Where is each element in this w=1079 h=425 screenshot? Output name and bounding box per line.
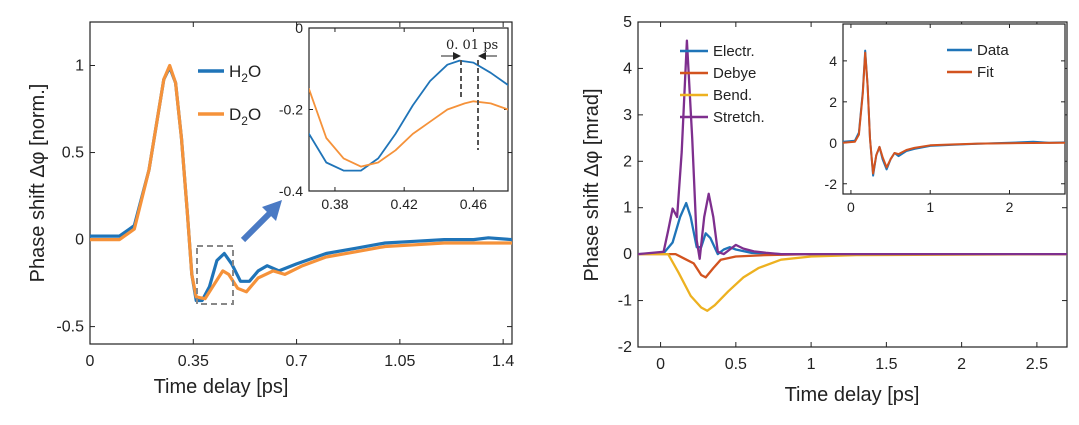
left-inset-ytick-label: 0 <box>295 20 303 36</box>
left-lines <box>90 63 512 303</box>
right-ytick-label: 3 <box>623 107 632 124</box>
zoom-arrow <box>240 210 273 243</box>
right-xtick-label: 2.5 <box>1026 356 1048 373</box>
right-inset-ticks: 0 1 2 -2 0 2 4 <box>825 24 1065 215</box>
left-legend: H2O D2O <box>198 62 261 128</box>
inset-legend: Data Fit <box>947 42 1009 81</box>
legend-label-fit: Fit <box>977 64 994 81</box>
right-series-stretch <box>638 39 1067 260</box>
left-xtick-label: 0 <box>86 353 95 370</box>
right-inset-frame <box>842 23 1066 195</box>
right-inset-series-fit <box>843 51 1065 175</box>
right-inset-ytick-label: -2 <box>825 176 838 192</box>
delay-annotation: 0. 01 ps <box>446 38 498 53</box>
legend-label-h2o: H2O <box>229 62 261 85</box>
left-inset-ticks: 0.38 0.42 0.46 -0.4 -0.2 0 <box>279 20 508 212</box>
legend-label-electr: Electr. <box>713 43 755 60</box>
right-xtick-label: 0 <box>656 356 665 373</box>
zoom-arrow-head <box>262 200 282 221</box>
legend-label-d2o: D2O <box>229 105 261 128</box>
right-y-axis-label: Phase shift Δφ [mrad] <box>581 88 603 281</box>
right-inset-xtick-label: 0 <box>847 199 855 215</box>
right-inset-ytick-label: 2 <box>829 94 837 110</box>
right-ytick-label: 5 <box>623 14 632 31</box>
right-legend: Electr. Debye Bend. Stretch. <box>680 43 765 126</box>
left-xtick-label: 0.35 <box>178 353 209 370</box>
left-x-axis-label: Time delay [ps] <box>154 376 289 398</box>
right-plot-frame <box>637 21 1068 348</box>
right-inset-lines <box>843 49 1065 177</box>
annotation-arrowhead-left <box>453 52 461 60</box>
right-ytick-label: 2 <box>623 153 632 170</box>
zoom-selection-box <box>196 245 234 305</box>
right-inset-xtick-label: 2 <box>1006 199 1014 215</box>
left-ytick-label: 0.5 <box>62 145 84 162</box>
right-x-axis-label: Time delay [ps] <box>785 384 920 406</box>
right-ticks: 0 0.5 1 1.5 2 2.5 -2 -1 0 1 2 3 4 5 <box>618 14 1067 373</box>
right-xtick-label: 0.5 <box>725 356 747 373</box>
right-inset-ytick-label: 4 <box>829 53 837 69</box>
left-series-d2o <box>90 63 512 301</box>
left-inset-ytick-label: -0.4 <box>279 183 303 199</box>
right-series-bend <box>638 252 1067 312</box>
left-ytick-label: -0.5 <box>56 319 84 336</box>
left-inset-series-d2o <box>309 88 508 168</box>
legend-label-data: Data <box>977 42 1009 59</box>
legend-label-debye: Debye <box>713 65 756 82</box>
right-chart: 0 0.5 1 1.5 2 2.5 -2 -1 0 1 2 3 4 5 Electr. Debye Ben… <box>581 14 1068 406</box>
inset-annotation: 0. 01 ps <box>441 38 498 150</box>
left-inset-ytick-label: -0.2 <box>279 102 303 118</box>
left-chart: 0 0.35 0.7 1.05 1.4-0.500.51 H2O D2O 0.38 0.4… <box>27 20 514 398</box>
left-ytick-label: 0 <box>75 232 84 249</box>
left-inset-xtick-label: 0.42 <box>391 196 418 212</box>
right-inset-xtick-label: 1 <box>926 199 934 215</box>
left-y-axis-label: Phase shift Δφ [norm.] <box>27 84 49 283</box>
left-inset-series-h2o <box>309 59 508 172</box>
right-ytick-label: 4 <box>623 60 632 77</box>
left-xtick-label: 1.05 <box>384 353 415 370</box>
right-xtick-label: 2 <box>957 356 966 373</box>
annotation-arrowhead-right <box>478 52 486 60</box>
right-inset-ytick-label: 0 <box>829 135 837 151</box>
left-plot-frame <box>89 21 513 345</box>
legend-label-bend: Bend. <box>713 87 752 104</box>
legend-label-stretch: Stretch. <box>713 109 765 126</box>
right-ytick-label: -1 <box>618 293 632 310</box>
left-inset-xtick-label: 0.46 <box>460 196 487 212</box>
right-series-electr <box>638 201 1067 256</box>
left-inset-xtick-label: 0.38 <box>321 196 348 212</box>
right-xtick-label: 1 <box>807 356 816 373</box>
left-inset-frame <box>308 27 509 192</box>
right-series-debye <box>638 252 1067 279</box>
left-inset-lines <box>309 59 508 172</box>
left-ytick-label: 1 <box>75 58 84 75</box>
right-ytick-label: 1 <box>623 200 632 217</box>
right-ytick-label: 0 <box>623 246 632 263</box>
right-ytick-label: -2 <box>618 339 632 356</box>
right-xtick-label: 1.5 <box>875 356 897 373</box>
left-xtick-label: 1.4 <box>492 353 514 370</box>
right-lines <box>638 39 1067 312</box>
left-xtick-label: 0.7 <box>285 353 307 370</box>
